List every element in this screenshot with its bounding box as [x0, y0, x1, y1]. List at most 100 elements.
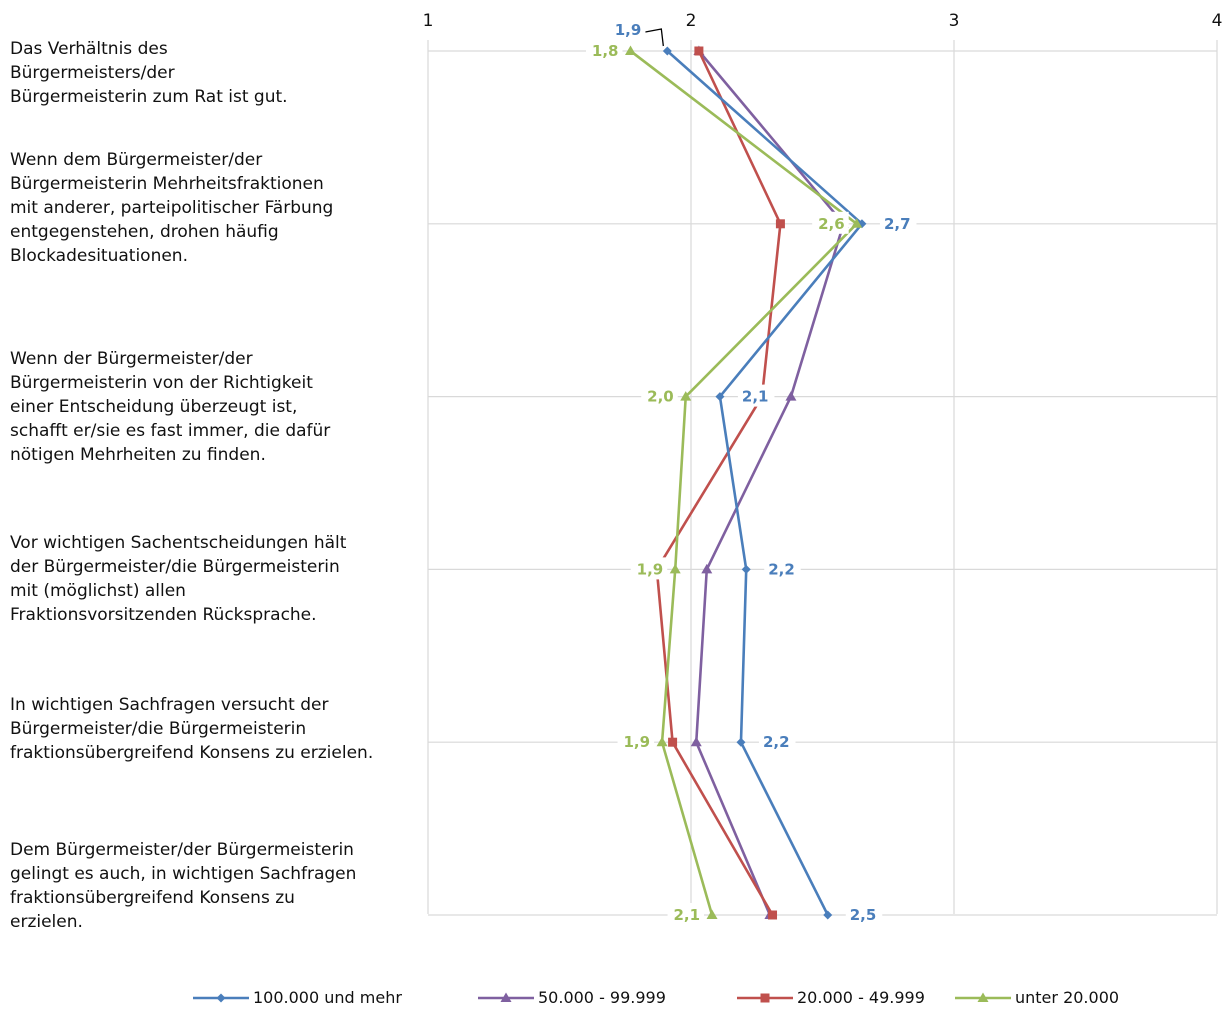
category-label-3-line-2: mit (möglichst) allen	[10, 581, 186, 601]
series-1-point-3	[701, 563, 713, 574]
legend-label-1: 50.000 - 99.999	[538, 988, 666, 1007]
series-0-point-5	[823, 910, 833, 920]
series-line-0	[666, 50, 864, 916]
label-100000-5: 2,5	[850, 906, 877, 924]
series-0	[662, 46, 867, 920]
category-label-5-line-3: erzielen.	[10, 912, 83, 932]
category-label-2-line-0: Wenn der Bürgermeister/der	[10, 349, 253, 369]
category-label-1-line-0: Wenn dem Bürgermeister/der	[10, 150, 263, 170]
label-100000-4: 2,2	[763, 733, 790, 751]
category-label-0-line-1: Bürgermeisters/der	[10, 63, 175, 83]
label-leader-line	[645, 28, 664, 47]
legend-label-0: 100.000 und mehr	[253, 988, 402, 1007]
category-label-2-line-2: einer Entscheidung überzeugt ist,	[10, 397, 298, 417]
series-1-point-4	[690, 736, 702, 747]
series-3-point-5	[706, 909, 718, 919]
series-line-2	[655, 50, 782, 916]
category-label-5-line-0: Dem Bürgermeister/der Bürgermeisterin	[10, 840, 354, 860]
series-2-point-4	[668, 737, 678, 747]
chart-grid	[427, 40, 1218, 916]
label-100000-5-bg	[845, 903, 883, 925]
series-2-point-5	[768, 910, 778, 920]
label-100000-3-bg	[764, 557, 801, 580]
legend-swatch-0	[193, 993, 249, 1002]
series-2-point-0	[694, 46, 704, 56]
legend-label-2: 20.000 - 49.999	[797, 988, 925, 1007]
chart-series	[625, 45, 867, 920]
legend: 100.000 und mehr 50.000 - 99.999 20.000 - …	[0, 988, 1223, 1016]
category-label-3-line-1: der Bürgermeister/die Bürgermeisterin	[10, 557, 340, 577]
legend-swatch-1	[478, 992, 534, 1002]
category-label-1-line-1: Bürgermeisterin Mehrheitsfraktionen	[10, 174, 324, 194]
label-unter-20000-2: 2,0	[647, 388, 674, 406]
series-line-3	[629, 49, 858, 916]
legend-item-2: 20.000 - 49.999	[737, 988, 925, 1007]
legend-marker-2	[760, 993, 770, 1002]
series-0-point-0	[662, 46, 672, 56]
series-3-point-2	[680, 391, 692, 401]
series-2-point-1	[775, 219, 785, 229]
label-unter-20000-0-bg	[586, 39, 623, 61]
category-label-3-line-3: Fraktionsvorsitzenden Rücksprache.	[10, 605, 317, 625]
category-label-1-line-3: entgegenstehen, drohen häufig	[10, 222, 279, 242]
category-label-0: Das Verhältnis des Bürgermeisters/der Bürg…	[10, 37, 288, 109]
label-unter-20000-1: 2,6	[818, 215, 845, 233]
label-100000-0-bg	[608, 18, 646, 40]
category-label-2-line-1: Bürgermeisterin von der Richtigkeit	[10, 373, 313, 393]
label-unter-20000-5: 2,1	[673, 906, 700, 924]
series-3-point-0	[625, 45, 637, 55]
category-label-2: Wenn der Bürgermeister/der Bürgermeisteri…	[10, 347, 330, 467]
category-label-4-line-1: Bürgermeister/die Bürgermeisterin	[10, 719, 307, 739]
label-unter-20000-0: 1,8	[592, 42, 619, 60]
category-label-4-line-2: fraktionsübergreifend Konsens zu erziele…	[10, 743, 374, 763]
label-100000-1: 2,7	[884, 215, 911, 233]
label-100000-2: 2,1	[742, 388, 769, 406]
label-100000-4-bg	[758, 730, 796, 753]
label-100000-3: 2,2	[768, 560, 795, 578]
category-label-3-line-0: Vor wichtigen Sachentscheidungen hält	[10, 533, 347, 553]
series-0-point-4	[736, 737, 746, 747]
series-3-point-1	[851, 218, 863, 228]
category-label-4: In wichtigen Sachfragen versucht der Bürg…	[10, 693, 373, 765]
label-unter-20000-2-bg	[641, 384, 678, 407]
series-0-point-2	[715, 392, 725, 402]
x-tick-label-0: 1	[423, 11, 434, 31]
category-label-2-line-3: schafft er/sie es fast immer, die dafür	[10, 421, 331, 441]
label-unter-20000-3-bg	[630, 557, 668, 580]
series-line-1	[694, 50, 845, 916]
category-label-3: Vor wichtigen Sachentscheidungen hält der…	[10, 531, 346, 627]
category-label-1: Wenn dem Bürgermeister/der Bürgermeisteri…	[10, 148, 333, 268]
series-3	[625, 45, 863, 919]
category-label-4-line-0: In wichtigen Sachfragen versucht der	[10, 695, 329, 715]
legend-marker-0	[216, 993, 226, 1002]
x-axis-ticks: 1 2 3 4	[423, 11, 1223, 31]
series-3-point-4	[656, 736, 668, 747]
category-label-2-line-4: nötigen Mehrheiten zu finden.	[10, 445, 266, 465]
chart: 1 2 3 4 1,8 2,6 2,0 1,9 1,9 2,1 1,9 2,7 2,1 2,2 2,2 2,…	[423, 11, 1223, 925]
category-label-1-line-4: Blockadesituationen.	[10, 246, 188, 266]
series-3-point-3	[669, 563, 681, 574]
label-100000-2-bg	[737, 384, 775, 407]
category-label-0-line-2: Bürgermeisterin zum Rat ist gut.	[10, 87, 288, 107]
category-label-5-line-1: gelingt es auch, in wichtigen Sachfragen	[10, 864, 357, 884]
label-unter-20000-3: 1,9	[637, 560, 664, 578]
legend-item-0: 100.000 und mehr	[193, 988, 402, 1007]
category-label-1-line-2: mit anderer, parteipolitischer Färbung	[10, 198, 334, 218]
series-0-point-3	[741, 564, 751, 574]
label-100000-1-bg	[879, 211, 917, 234]
legend-item-1: 50.000 - 99.999	[478, 988, 666, 1007]
label-unter-20000-4: 1,9	[623, 733, 650, 751]
series-1	[690, 45, 850, 919]
label-unter-20000-5-bg	[667, 903, 705, 925]
x-tick-label-3: 4	[1212, 11, 1223, 31]
x-tick-label-1: 2	[686, 11, 697, 31]
label-unter-20000-1-bg	[812, 211, 849, 234]
label-unter-20000-4-bg	[617, 730, 655, 753]
legend-swatch-3	[955, 992, 1011, 1002]
chart-data-labels: 1,8 2,6 2,0 1,9 1,9 2,1 1,9 2,7 2,1 2,2 2,2 2,5	[586, 18, 917, 925]
legend-swatch-2	[737, 993, 793, 1002]
legend-marker-3	[977, 992, 989, 1002]
label-100000-0: 1,9	[615, 21, 642, 39]
series-1-point-2	[785, 391, 797, 401]
legend-item-3: unter 20.000	[955, 988, 1119, 1007]
